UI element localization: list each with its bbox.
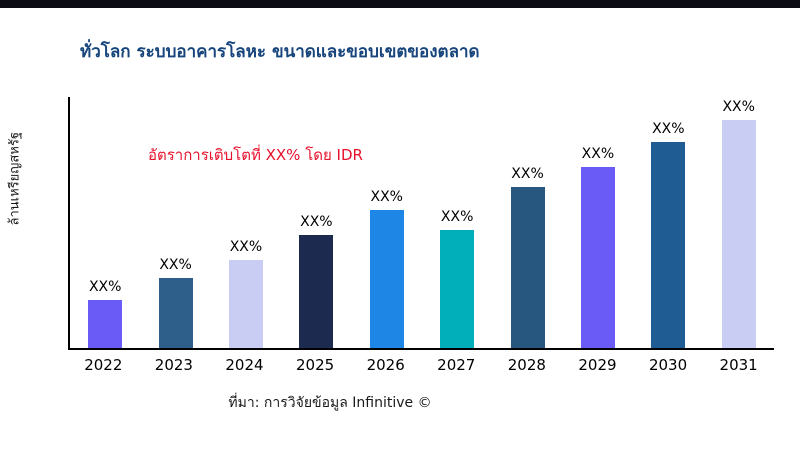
source-note: ที่มา: การวิจัยข้อมูล Infinitive © <box>228 395 432 411</box>
x-tick-2028: 2028 <box>507 356 546 374</box>
x-axis-ticks: 2022 2023 2024 2025 2026 2027 2028 2029 2030 2031 <box>68 356 774 374</box>
bar-value-label: XX% <box>511 166 544 183</box>
x-tick-2023: 2023 <box>154 356 193 374</box>
bar-value-label: XX% <box>159 256 192 273</box>
x-tick-2027: 2027 <box>437 356 476 374</box>
top-strip <box>0 0 800 8</box>
bar-2028 <box>510 187 545 348</box>
bar-2025 <box>299 235 334 348</box>
bar-2022 <box>88 300 123 348</box>
chart-title: ทั่วโลก ระบบอาคารโลหะ ขนาดและขอบเขตของตล… <box>80 42 480 62</box>
bar-value-label: XX% <box>370 188 403 205</box>
bar-slot-2023: XX% <box>141 97 211 348</box>
bar-value-label: XX% <box>88 279 122 296</box>
bar-value-label: XX% <box>229 239 263 256</box>
bar-slot-2031: XX% <box>704 97 774 348</box>
bar-slot-2024: XX% <box>211 97 281 348</box>
x-tick-2026: 2026 <box>366 356 405 374</box>
x-tick-2031: 2031 <box>719 356 758 374</box>
bar-2030 <box>651 142 686 348</box>
bar-value-label: XX% <box>722 98 755 115</box>
growth-rate-annotation: อัตราการเติบโตที่ XX% โดย IDR <box>148 146 363 164</box>
bar-2023 <box>158 277 193 348</box>
bar-slot-2028: XX% <box>493 97 563 348</box>
x-tick-2029: 2029 <box>578 356 617 374</box>
bar-slot-2022: XX% <box>70 97 140 348</box>
bar-2027 <box>440 230 475 348</box>
plot-area: XX% XX% XX% XX% XX% XX% XX% XX% XX% XX% <box>68 97 774 350</box>
bar-value-label: XX% <box>300 214 333 231</box>
bar-2026 <box>369 209 404 348</box>
x-tick-2025: 2025 <box>295 356 335 374</box>
bar-slot-2030: XX% <box>633 97 703 348</box>
y-axis-label: ล้านเหรียญสหรัฐ <box>7 131 23 226</box>
bar-2031 <box>721 119 756 348</box>
bar-2024 <box>228 260 263 348</box>
bar-2029 <box>580 167 615 348</box>
bar-slot-2029: XX% <box>563 97 633 348</box>
bar-series: XX% XX% XX% XX% XX% XX% XX% XX% XX% XX% <box>70 97 774 348</box>
x-tick-2024: 2024 <box>225 356 264 374</box>
bar-value-label: XX% <box>581 146 615 163</box>
bar-slot-2027: XX% <box>422 97 492 348</box>
bar-value-label: XX% <box>652 121 685 138</box>
bar-slot-2025: XX% <box>281 97 351 348</box>
bar-slot-2026: XX% <box>352 97 422 348</box>
bar-value-label: XX% <box>440 209 474 226</box>
x-tick-2022: 2022 <box>84 356 123 374</box>
x-tick-2030: 2030 <box>648 356 688 374</box>
